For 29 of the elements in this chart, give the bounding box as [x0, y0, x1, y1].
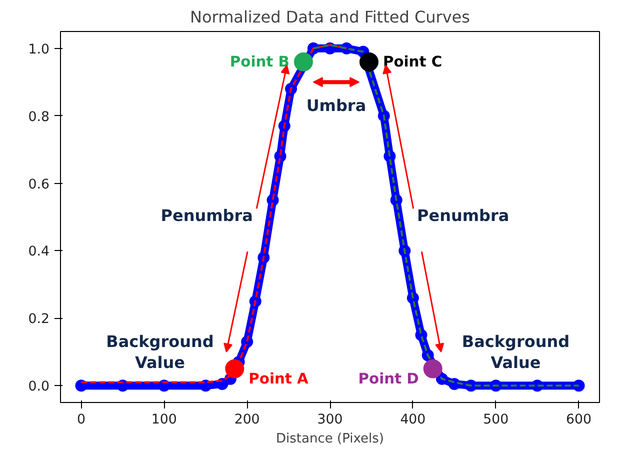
y-tick-label: 0.4: [28, 244, 50, 260]
annotation: Penumbra: [417, 206, 510, 225]
x-tick-label: 100: [151, 412, 177, 428]
x-tick-label: 400: [400, 412, 426, 428]
series-label: Point C: [382, 53, 442, 70]
y-tick-label: 1.0: [28, 42, 50, 58]
x-tick-label: 600: [566, 412, 592, 428]
x-tick-label: 0: [76, 412, 86, 428]
y-tick-label: 0.8: [28, 110, 50, 125]
x-tick-label: 500: [483, 412, 509, 428]
annotation: Penumbra: [160, 206, 253, 225]
series-label: Point B: [230, 53, 290, 70]
y-tick-label: 0.0: [28, 380, 50, 395]
x-tick-label: 300: [317, 412, 343, 428]
y-tick-label: 0.6: [28, 177, 50, 192]
annotation: Background Value: [462, 332, 570, 372]
x-tick-label: 200: [234, 412, 260, 428]
series-label: Point D: [358, 370, 419, 388]
point: [423, 359, 442, 378]
point: [75, 380, 88, 392]
series-label: Point A: [248, 370, 310, 388]
chart-title: Normalized Data and Fitted Curves: [190, 8, 470, 26]
point: [225, 359, 244, 378]
point: [294, 52, 313, 72]
y-tick-label: 0.2: [28, 312, 50, 328]
point: [359, 52, 378, 72]
annotation: Background Value: [106, 332, 214, 372]
annotation: Umbra: [306, 96, 366, 116]
x-axis-title: Distance (Pixels): [276, 432, 384, 446]
